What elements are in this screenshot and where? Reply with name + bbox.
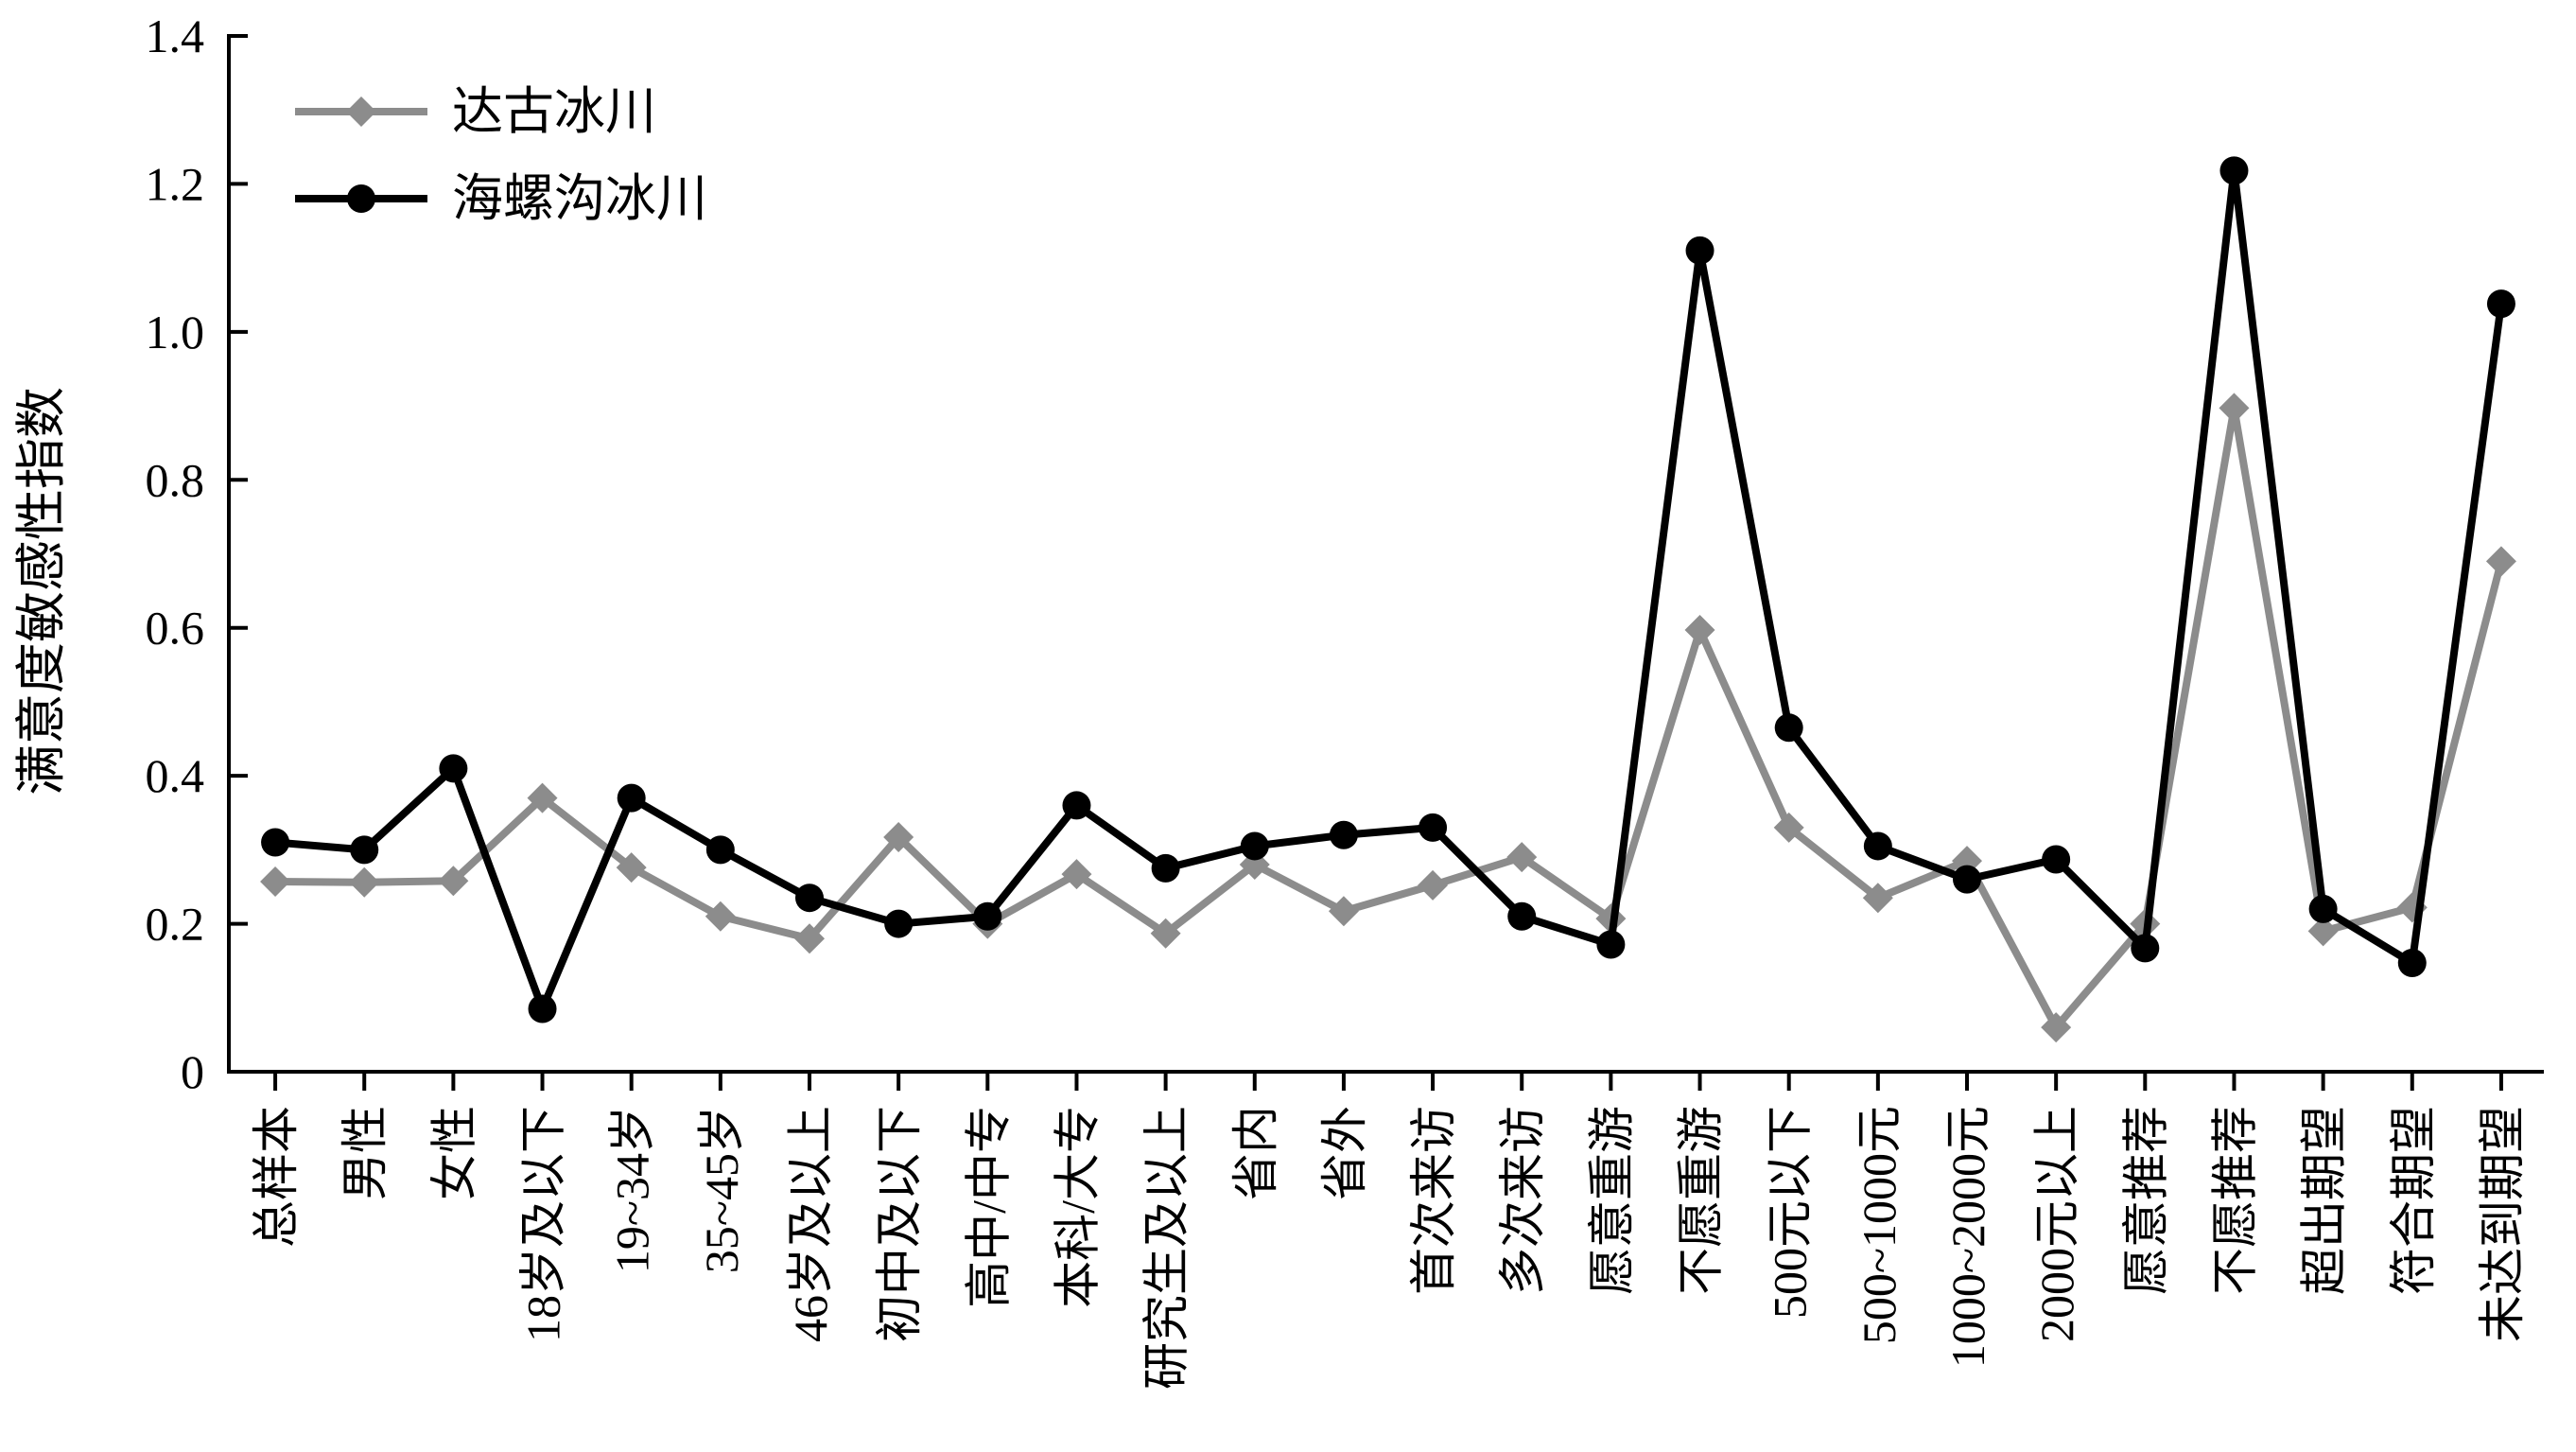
x-category-label: 500~1000元 — [1853, 1106, 1906, 1344]
data-point — [883, 822, 914, 853]
data-point — [705, 901, 736, 932]
x-category-label: 18岁及以下 — [517, 1106, 570, 1342]
legend-label: 海螺沟冰川 — [452, 170, 707, 227]
series-2 — [261, 156, 2515, 1023]
x-category-label: 省外 — [1318, 1106, 1371, 1200]
data-point — [1953, 865, 1981, 894]
data-point — [438, 866, 469, 897]
data-point — [1328, 896, 1359, 927]
x-category-label: 男性 — [339, 1106, 392, 1200]
data-point — [2486, 289, 2515, 319]
y-tick-label: 0.6 — [146, 602, 205, 655]
data-point — [2397, 949, 2427, 978]
data-point — [1506, 842, 1538, 873]
data-point — [1596, 930, 1626, 959]
x-category-label: 研究生及以上 — [1140, 1106, 1193, 1390]
data-point — [1240, 831, 1269, 861]
data-point — [1685, 236, 1714, 265]
x-category-label: 愿意推荐 — [2119, 1106, 2172, 1295]
data-point — [1150, 918, 1181, 949]
data-point — [349, 866, 380, 898]
y-tick-label: 1.4 — [146, 9, 205, 62]
legend-marker — [346, 96, 376, 127]
axes — [227, 34, 2544, 1074]
x-category-label: 高中/中专 — [962, 1106, 1015, 1308]
y-axis-ticks: 0 0.2 0.4 0.6 0.8 1.0 1.2 1.4 — [146, 9, 248, 1098]
x-axis-ticks: 总样本 男性 女性 18岁及以下 19~34岁 35~45岁 46岁及以上 初中及以下 高中/中… — [250, 1072, 2529, 1390]
x-category-label: 500元以下 — [1764, 1106, 1817, 1319]
data-point — [2219, 393, 2250, 424]
x-category-label: 46岁及以上 — [784, 1106, 837, 1342]
x-category-label: 超出期望 — [2298, 1106, 2351, 1295]
x-category-label: 未达到期望 — [2476, 1106, 2529, 1342]
data-point — [616, 852, 647, 883]
series-line — [275, 404, 2505, 1032]
data-point — [705, 835, 735, 865]
x-category-label: 1000~2000元 — [1941, 1106, 1994, 1368]
y-tick-label: 0.2 — [146, 898, 205, 951]
data-point — [1418, 869, 1449, 901]
data-point — [2485, 546, 2516, 577]
data-point — [794, 923, 825, 954]
data-point — [260, 866, 291, 897]
series-layer — [260, 156, 2516, 1043]
data-point — [2308, 894, 2338, 923]
data-point — [795, 883, 824, 913]
x-category-label: 符合期望 — [2387, 1106, 2440, 1295]
x-category-label: 本科/大专 — [1051, 1106, 1104, 1308]
data-point — [528, 994, 557, 1023]
x-category-label: 不愿推荐 — [2208, 1106, 2261, 1295]
y-tick-label: 0.8 — [146, 453, 205, 506]
x-category-label: 2000元以上 — [2030, 1106, 2083, 1342]
x-category-label: 初中及以下 — [873, 1106, 926, 1342]
data-point — [2307, 916, 2339, 947]
x-category-label: 多次来访 — [1496, 1106, 1549, 1295]
data-point — [1773, 812, 1804, 843]
x-category-label: 总样本 — [250, 1106, 303, 1248]
y-axis-title: 满意度敏感性指数 — [13, 387, 70, 796]
data-point — [261, 828, 290, 857]
x-category-label: 19~34岁 — [606, 1106, 659, 1273]
y-tick-label: 1.0 — [146, 306, 205, 359]
data-point — [1862, 883, 1893, 914]
data-point — [1419, 813, 1448, 842]
y-tick-label: 0 — [181, 1045, 204, 1098]
data-point — [1863, 831, 1892, 861]
x-category-label: 首次来访 — [1407, 1106, 1460, 1295]
x-category-label: 女性 — [427, 1106, 480, 1200]
series-line — [274, 166, 2505, 1013]
x-category-label: 35~45岁 — [695, 1106, 748, 1273]
data-point — [617, 783, 646, 813]
x-category-label: 不愿重游 — [1675, 1106, 1728, 1295]
data-point — [439, 754, 468, 783]
legend-label: 达古冰川 — [452, 83, 656, 140]
x-category-label: 愿意重游 — [1585, 1106, 1638, 1295]
series-1 — [260, 393, 2516, 1043]
y-tick-label: 0.4 — [146, 749, 205, 802]
data-point — [2219, 156, 2249, 185]
legend-marker — [347, 184, 375, 213]
data-point — [884, 909, 914, 938]
data-point — [350, 835, 379, 865]
x-category-label: 省内 — [1229, 1106, 1282, 1200]
data-point — [1507, 901, 1537, 931]
data-point — [2131, 934, 2160, 963]
data-point — [2042, 845, 2071, 874]
data-point — [1684, 615, 1715, 646]
data-point — [527, 782, 558, 813]
data-point — [1774, 713, 1803, 743]
data-point — [2041, 1012, 2072, 1043]
data-point — [1151, 853, 1180, 883]
data-point — [973, 901, 1002, 931]
data-point — [1061, 859, 1092, 890]
data-point — [1062, 791, 1091, 820]
y-tick-label: 1.2 — [146, 157, 205, 210]
data-point — [1329, 820, 1358, 849]
